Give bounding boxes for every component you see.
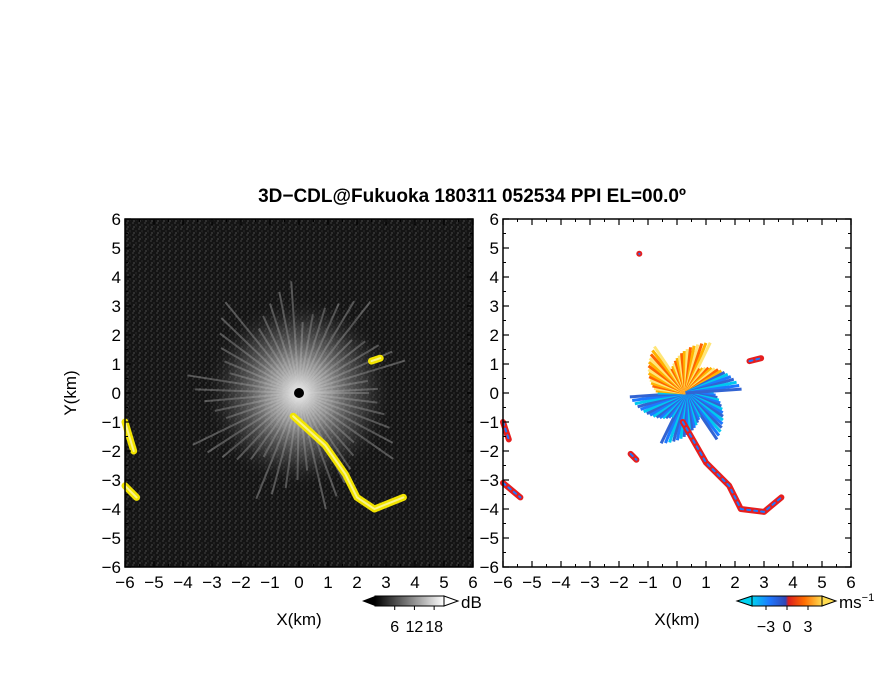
x-tick-label: −5 bbox=[522, 573, 541, 592]
right-colorbar-unit-superscript: −1 bbox=[862, 592, 875, 604]
x-tick-label: 6 bbox=[468, 573, 477, 592]
y-tick-label: 0 bbox=[490, 384, 499, 403]
reflectivity-echo-core bbox=[124, 484, 138, 499]
left-axis-ticks: −6 −5 −4 −3 −2 −1 0 1 2 3 4 5 6 −6 −5 −4 −3 −2 −1 0 1 2 3 4 5 6 bbox=[102, 210, 478, 592]
left-colorbar-unit: dB bbox=[461, 593, 482, 612]
x-tick-label: 1 bbox=[323, 573, 332, 592]
x-tick-label: 2 bbox=[730, 573, 739, 592]
x-tick-label: −6 bbox=[115, 573, 134, 592]
left-ylabel: Y(km) bbox=[61, 370, 80, 415]
colorbar-tick-label: −3 bbox=[757, 619, 775, 636]
y-tick-label: −2 bbox=[480, 442, 499, 461]
y-tick-label: −5 bbox=[480, 529, 499, 548]
radar-site-marker bbox=[294, 388, 304, 398]
x-tick-label: −6 bbox=[493, 573, 512, 592]
y-tick-label: 3 bbox=[490, 297, 499, 316]
right-colorbar-left-arrow bbox=[735, 595, 753, 607]
y-tick-label: 6 bbox=[490, 210, 499, 229]
x-tick-label: 4 bbox=[788, 573, 797, 592]
x-tick-label: 5 bbox=[817, 573, 826, 592]
y-tick-label: 2 bbox=[490, 326, 499, 345]
right-echo-regions bbox=[500, 250, 785, 515]
y-tick-label: −4 bbox=[102, 500, 121, 519]
right-panel: −6 −5 −4 −3 −2 −1 0 1 2 3 4 5 6 −6 −5 −4 −3 −2 −1 0 1 2 3 4 5 6 X… bbox=[480, 210, 875, 636]
y-tick-label: −4 bbox=[480, 500, 499, 519]
y-tick-label: 0 bbox=[112, 384, 121, 403]
y-tick-label: −1 bbox=[480, 413, 499, 432]
y-tick-label: 1 bbox=[490, 355, 499, 374]
x-tick-label: 4 bbox=[410, 573, 419, 592]
right-colorbar-ticks: −3 0 3 bbox=[757, 606, 813, 636]
left-colorbar-right-arrow bbox=[443, 595, 460, 607]
y-tick-label: −6 bbox=[102, 558, 121, 577]
right-colorbar-right-arrow bbox=[821, 595, 838, 607]
y-tick-label: 1 bbox=[112, 355, 121, 374]
right-xlabel: X(km) bbox=[654, 610, 699, 629]
x-tick-label: 3 bbox=[381, 573, 390, 592]
x-tick-label: −4 bbox=[551, 573, 570, 592]
right-colorbar-unit: ms−1 bbox=[839, 592, 874, 612]
left-colorbar-left-arrow bbox=[362, 596, 375, 606]
x-tick-label: 1 bbox=[701, 573, 710, 592]
right-colorbar: −3 0 3 ms−1 bbox=[735, 592, 874, 636]
velocity-echo-inner bbox=[748, 357, 763, 363]
y-tick-label: −3 bbox=[480, 471, 499, 490]
y-tick-label: 3 bbox=[112, 297, 121, 316]
x-tick-label: 5 bbox=[439, 573, 448, 592]
right-colorbar-gradient bbox=[751, 595, 823, 607]
x-tick-label: −3 bbox=[580, 573, 599, 592]
x-tick-label: 6 bbox=[846, 573, 855, 592]
x-tick-label: −4 bbox=[173, 573, 192, 592]
x-tick-label: −2 bbox=[609, 573, 628, 592]
velocity-echo-inner bbox=[502, 481, 522, 499]
y-tick-label: 2 bbox=[112, 326, 121, 345]
velocity-ray bbox=[685, 387, 742, 395]
left-echo-regions bbox=[121, 354, 407, 513]
x-tick-label: 3 bbox=[759, 573, 768, 592]
y-tick-label: −6 bbox=[480, 558, 499, 577]
left-colorbar-ticks: 6 12 18 bbox=[390, 606, 443, 636]
y-tick-label: −2 bbox=[102, 442, 121, 461]
y-tick-label: −3 bbox=[102, 471, 121, 490]
x-tick-label: −5 bbox=[144, 573, 163, 592]
reflectivity-echo-core bbox=[292, 415, 405, 511]
y-tick-label: 5 bbox=[112, 239, 121, 258]
velocity-echo-inner bbox=[629, 452, 638, 461]
y-tick-label: 4 bbox=[490, 268, 499, 287]
left-colorbar: 6 12 18 dB bbox=[362, 593, 482, 636]
velocity-echo-inner bbox=[502, 421, 510, 441]
right-colorbar-unit-base: ms bbox=[839, 593, 862, 612]
reflectivity-echo-core bbox=[370, 357, 382, 363]
reflectivity-echo-core bbox=[124, 421, 135, 452]
colorbar-tick-label: 3 bbox=[804, 619, 813, 636]
x-tick-label: −2 bbox=[231, 573, 250, 592]
colorbar-tick-label: 12 bbox=[406, 619, 424, 636]
x-tick-label: −1 bbox=[638, 573, 657, 592]
x-tick-label: 0 bbox=[672, 573, 681, 592]
x-tick-label: 2 bbox=[352, 573, 361, 592]
y-tick-label: 6 bbox=[112, 210, 121, 229]
left-colorbar-gradient bbox=[374, 595, 445, 607]
x-tick-label: 0 bbox=[294, 573, 303, 592]
colorbar-tick-label: 18 bbox=[425, 619, 443, 636]
colorbar-tick-label: 6 bbox=[390, 619, 399, 636]
left-xlabel: X(km) bbox=[276, 610, 321, 629]
x-tick-label: −1 bbox=[260, 573, 279, 592]
y-tick-label: −5 bbox=[102, 529, 121, 548]
y-tick-label: 4 bbox=[112, 268, 121, 287]
chart-title: 3D−CDL@Fukuoka 180311 052534 PPI EL=00.0… bbox=[258, 186, 686, 207]
y-tick-label: −1 bbox=[102, 413, 121, 432]
right-axis-ticks: −6 −5 −4 −3 −2 −1 0 1 2 3 4 5 6 −6 −5 −4 −3 −2 −1 0 1 2 3 4 5 6 bbox=[480, 210, 856, 592]
colorbar-tick-label: 0 bbox=[783, 619, 792, 636]
x-tick-label: −3 bbox=[202, 573, 221, 592]
y-tick-label: 5 bbox=[490, 239, 499, 258]
velocity-echo-inner bbox=[681, 421, 783, 513]
